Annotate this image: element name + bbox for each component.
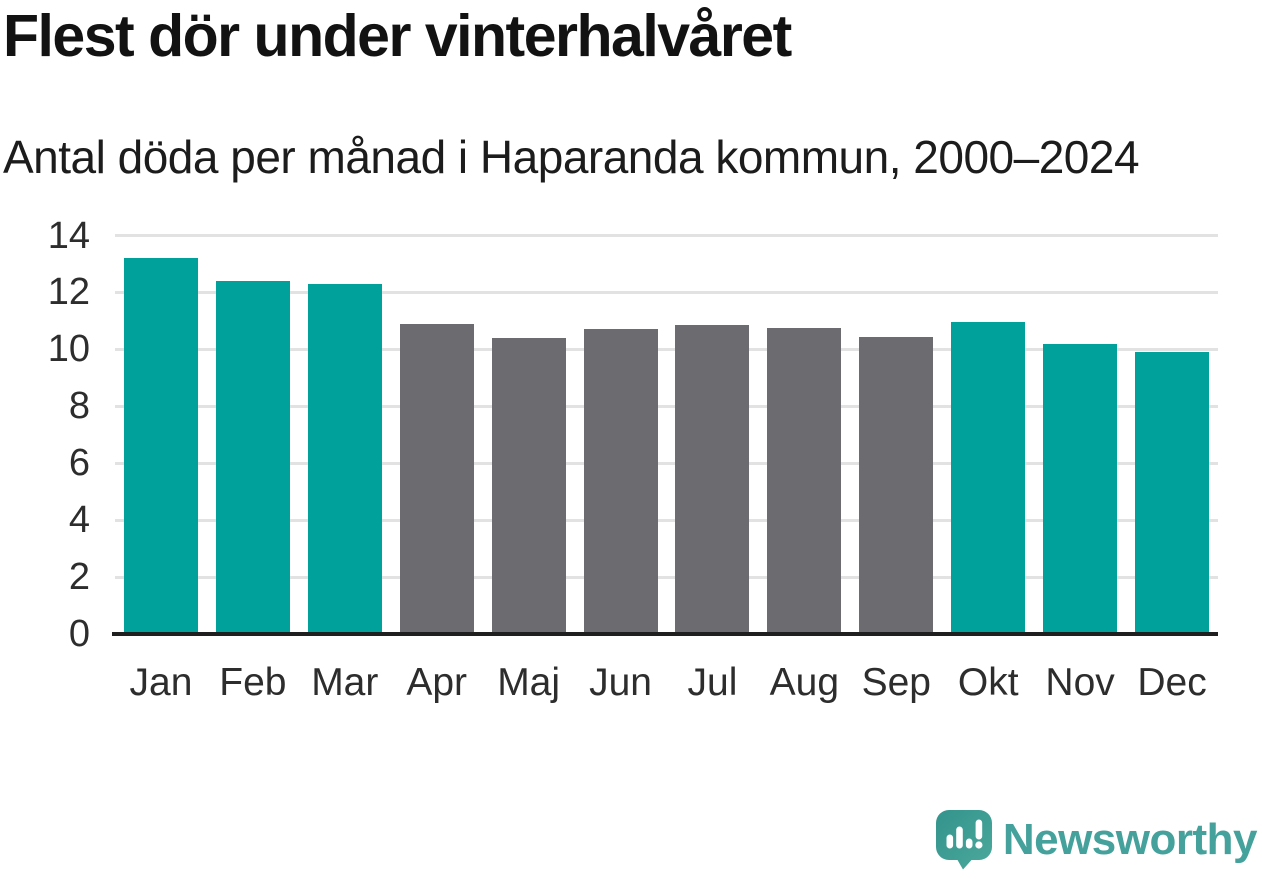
bar-okt	[951, 322, 1026, 634]
x-axis-label-okt: Okt	[957, 661, 1019, 704]
y-axis-tick-label: 10	[47, 328, 90, 371]
bar-feb	[215, 281, 290, 634]
gridline-y-8	[115, 404, 1218, 408]
newsworthy-logo-link[interactable]: Newsworthy	[935, 810, 1258, 870]
gridline-y-10	[115, 347, 1218, 351]
y-axis-tick-label: 12	[47, 271, 90, 314]
bar-jun	[583, 329, 658, 634]
gridline-y-14	[115, 234, 1218, 237]
bar-dec	[1135, 352, 1210, 634]
bar-nov	[1043, 343, 1118, 634]
x-axis-label-jun: Jun	[589, 661, 652, 704]
x-axis-label-sep: Sep	[861, 661, 931, 704]
bar-apr	[399, 323, 474, 634]
x-axis-line	[112, 632, 1218, 636]
x-axis-label-jul: Jul	[687, 661, 738, 704]
chart-subtitle: Antal döda per månad i Haparanda kommun,…	[3, 131, 1140, 183]
bar-mar	[307, 283, 382, 634]
bar-aug	[767, 328, 842, 634]
y-axis-tick-label: 14	[47, 214, 90, 257]
x-axis-label-dec: Dec	[1137, 661, 1207, 704]
x-axis-label-nov: Nov	[1045, 661, 1115, 704]
x-axis-label-apr: Apr	[406, 661, 468, 704]
x-axis-label-jan: Jan	[129, 661, 193, 704]
x-axis-label-maj: Maj	[497, 661, 561, 704]
x-axis-label-mar: Mar	[311, 661, 379, 704]
newsworthy-logo-text: Newsworthy	[1002, 815, 1258, 864]
gridline-y-6	[115, 461, 1218, 465]
gridline-y-4	[115, 518, 1218, 522]
chart-title: Flest dör under vinterhalvåret	[3, 3, 792, 69]
gridline-y-2	[115, 575, 1218, 579]
x-axis-label-aug: Aug	[769, 661, 840, 704]
y-axis-tick-label: 0	[68, 613, 90, 655]
gridline-y-12	[115, 290, 1218, 294]
bar-jul	[675, 325, 750, 634]
y-axis-tick-label: 8	[68, 385, 90, 428]
y-axis-tick-label: 6	[68, 442, 90, 485]
x-axis-label-feb: Feb	[219, 661, 287, 704]
bar-maj	[491, 337, 566, 634]
bar-jan	[123, 258, 198, 634]
bar-sep	[859, 336, 934, 634]
y-axis-tick-label: 2	[68, 556, 90, 599]
newsworthy-logo-icon	[935, 810, 992, 870]
y-axis-tick-label: 4	[68, 499, 90, 542]
